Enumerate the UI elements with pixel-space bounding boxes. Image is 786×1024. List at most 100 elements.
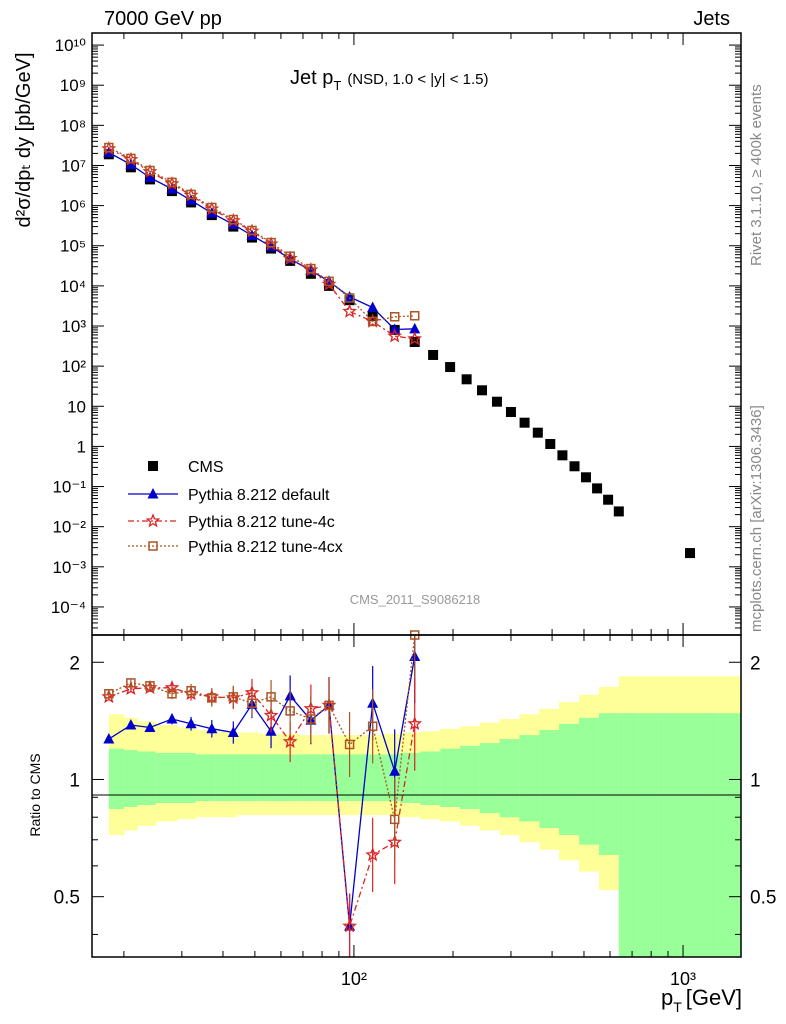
y-tick-label: 10⁻² xyxy=(52,518,86,537)
y-axis-label: d²σ/dpₜ dy [pb/GeV] xyxy=(13,53,35,228)
green-band-bin xyxy=(519,735,540,822)
data-point xyxy=(207,202,217,213)
header-right: Jets xyxy=(693,8,730,30)
legend-marker xyxy=(148,541,158,551)
data-point xyxy=(532,427,543,438)
header-left: 7000 GeV pp xyxy=(104,8,222,30)
legend-marker xyxy=(148,461,158,471)
data-point xyxy=(592,483,603,494)
ratio-point xyxy=(207,693,217,703)
data-point xyxy=(186,189,196,200)
data-point xyxy=(685,548,696,559)
green-band-bin xyxy=(137,751,157,805)
data-point xyxy=(407,330,423,346)
chart-title: Jet pT (NSD, 1.0 < |y| < 1.5) xyxy=(290,67,489,93)
green-band-bin xyxy=(195,754,217,802)
green-band-bin xyxy=(638,713,660,957)
y-tick-label: 10¹⁰ xyxy=(55,36,87,55)
green-band-bin xyxy=(108,748,125,809)
green-band-bin xyxy=(155,752,178,804)
data-point xyxy=(306,263,316,274)
legend-label: Pythia 8.212 tune-4cx xyxy=(188,539,343,556)
ratio-tick-label: 1 xyxy=(750,770,761,791)
ratio-point xyxy=(344,739,355,750)
ratio-y-axis-label: Ratio to CMS xyxy=(27,753,43,836)
ratio-tick-label: 0.5 xyxy=(54,888,80,909)
ratio-point xyxy=(342,918,357,933)
data-point xyxy=(166,182,178,194)
data-point xyxy=(367,301,379,312)
ratio-point xyxy=(145,681,155,691)
legend-marker xyxy=(145,513,161,528)
data-point xyxy=(557,450,568,461)
ratio-point xyxy=(407,715,423,731)
y-tick-label: 10⁶ xyxy=(60,197,86,216)
watermark: CMS_2011_S9086218 xyxy=(350,592,481,607)
green-band-bin xyxy=(399,752,421,804)
y-tick-label: 10⁷ xyxy=(61,156,86,175)
green-band-bin xyxy=(559,723,580,836)
data-point xyxy=(344,293,355,303)
data-point xyxy=(387,328,403,343)
data-point xyxy=(126,153,136,164)
green-band-bin xyxy=(440,748,461,807)
green-band-bin xyxy=(539,729,560,829)
legend-label: Pythia 8.212 tune-4c xyxy=(188,514,335,531)
legend-label: Pythia 8.212 default xyxy=(188,487,330,504)
y-tick-label: 10⁻³ xyxy=(52,558,86,577)
data-point xyxy=(409,311,420,321)
ratio-uncertainty-bands xyxy=(108,676,742,957)
data-point xyxy=(266,237,276,248)
green-band-bin xyxy=(618,713,640,957)
ratio-tick-label: 2 xyxy=(69,653,80,674)
ratio-point xyxy=(126,678,136,688)
green-band-bin xyxy=(257,754,280,802)
green-band-bin xyxy=(177,752,196,804)
ratio-point xyxy=(247,698,257,708)
data-point xyxy=(461,374,472,385)
data-point xyxy=(491,396,502,407)
y-tick-label: 10⁸ xyxy=(60,116,86,135)
green-band-bin xyxy=(420,751,441,805)
data-point xyxy=(603,494,614,505)
data-point xyxy=(428,349,439,360)
series-line xyxy=(108,151,415,331)
ratio-point xyxy=(282,733,298,749)
x-tick-label: 10² xyxy=(341,969,367,989)
data-point xyxy=(613,506,624,517)
ratio-point xyxy=(365,847,381,862)
data-point xyxy=(477,385,488,396)
data-point xyxy=(247,225,257,236)
legend: CMS Pythia 8.212 default Pythia 8.212 tune… xyxy=(128,459,343,556)
green-band-bin xyxy=(338,754,361,802)
green-band-bin xyxy=(278,754,300,802)
green-band-bin xyxy=(479,743,501,814)
data-point xyxy=(145,165,155,176)
ratio-point xyxy=(324,700,334,711)
y-tick-label: 10⁹ xyxy=(60,76,86,95)
ratio-point xyxy=(306,714,316,724)
green-band-bin xyxy=(459,745,481,809)
ratio-tick-label: 0.5 xyxy=(750,888,776,909)
green-band-bin xyxy=(359,754,381,802)
data-point xyxy=(505,407,516,418)
green-band-bin xyxy=(215,754,238,802)
ratio-point xyxy=(367,721,378,731)
y-tick-label: 10² xyxy=(61,357,86,376)
ratio-point xyxy=(389,814,400,825)
ratio-frame xyxy=(91,634,742,958)
ratio-point xyxy=(144,721,156,732)
y-tick-label: 1 xyxy=(77,437,86,456)
ratio-line xyxy=(108,656,416,927)
data-point xyxy=(367,316,378,327)
green-band-bin xyxy=(499,739,520,818)
data-point xyxy=(324,276,334,287)
data-point xyxy=(344,290,356,302)
green-band-bin xyxy=(236,754,259,802)
y-tick-label: 10⁵ xyxy=(60,237,86,256)
green-band-bin xyxy=(658,713,680,957)
green-band-bin xyxy=(579,717,600,845)
data-point xyxy=(228,214,239,225)
ratio-point xyxy=(186,685,196,696)
series-line xyxy=(108,148,415,340)
